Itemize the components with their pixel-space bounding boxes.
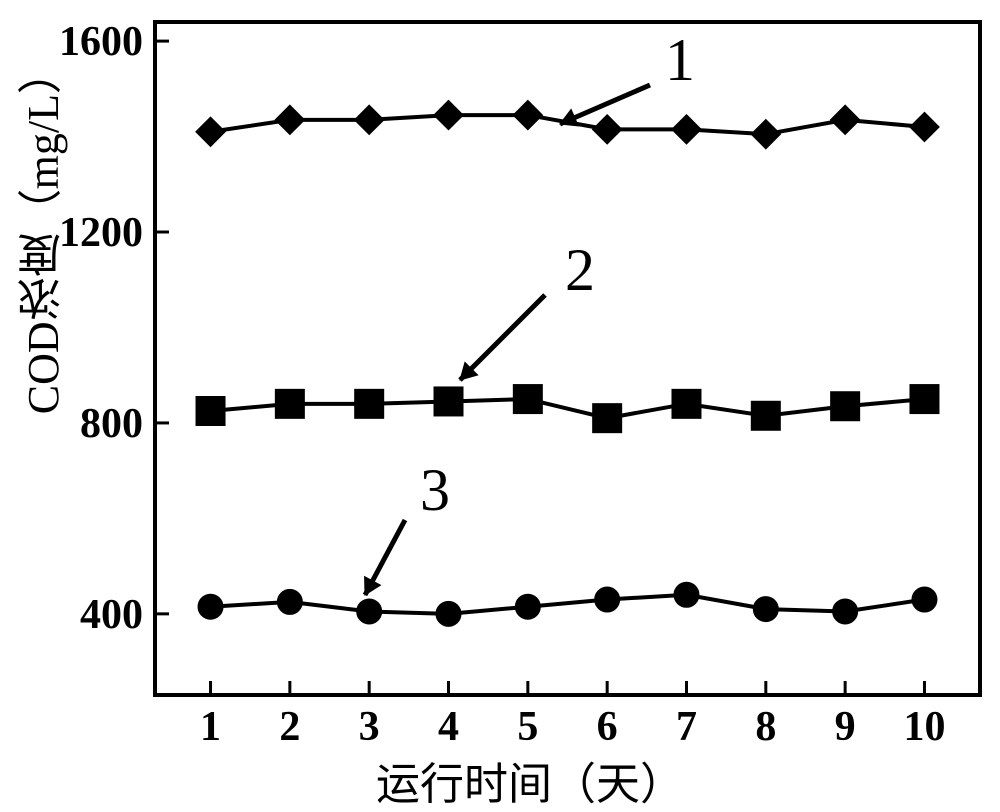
- circle-marker-icon: [833, 599, 857, 623]
- diamond-marker-icon: [435, 101, 463, 129]
- diamond-marker-icon: [355, 106, 383, 134]
- x-tick-label: 3: [359, 704, 380, 750]
- y-tick-label: 400: [80, 592, 143, 638]
- x-tick-label: 5: [517, 704, 538, 750]
- annotation-arrow: [460, 295, 545, 380]
- diamond-marker-icon: [672, 115, 700, 143]
- chart-svg: 1 2 3 4 5 6 7 8 9 10 400 800 1200 1600 1 2 3: [0, 0, 1000, 806]
- circle-marker-icon: [437, 602, 461, 626]
- square-marker-icon: [355, 390, 383, 418]
- circle-marker-icon: [357, 599, 381, 623]
- diamond-marker-icon: [514, 101, 542, 129]
- square-marker-icon: [197, 397, 225, 425]
- circle-marker-icon: [199, 595, 223, 619]
- annotation-label: 2: [565, 237, 595, 303]
- cod-chart: COD浓度（mg/L） 1234567891040080012001600123…: [0, 0, 1000, 806]
- circle-marker-icon: [595, 588, 619, 612]
- square-marker-icon: [672, 390, 700, 418]
- diamond-marker-icon: [831, 106, 859, 134]
- square-marker-icon: [435, 387, 463, 415]
- y-tick-label: 1600: [59, 19, 143, 65]
- square-marker-icon: [752, 402, 780, 430]
- y-tick-label: 800: [80, 401, 143, 447]
- circle-marker-icon: [754, 597, 778, 621]
- x-tick-label: 10: [903, 704, 945, 750]
- x-axis-title: 运行时间（天）: [100, 748, 960, 812]
- series-2-line: [211, 399, 925, 418]
- diamond-marker-icon: [752, 120, 780, 148]
- x-tick-label: 9: [835, 704, 856, 750]
- series-3-line: [211, 595, 925, 614]
- diamond-marker-icon: [593, 115, 621, 143]
- square-marker-icon: [831, 392, 859, 420]
- x-tick-label: 2: [279, 704, 300, 750]
- diamond-marker-icon: [910, 113, 938, 141]
- circle-marker-icon: [278, 590, 302, 614]
- diamond-marker-icon: [276, 106, 304, 134]
- square-marker-icon: [593, 404, 621, 432]
- annotation-label: 3: [420, 457, 450, 523]
- circle-marker-icon: [674, 583, 698, 607]
- y-tick-label: 1200: [59, 210, 143, 256]
- x-tick-label: 7: [676, 704, 697, 750]
- annotation-label: 1: [665, 27, 695, 93]
- diamond-marker-icon: [197, 118, 225, 146]
- x-tick-label: 1: [200, 704, 221, 750]
- circle-marker-icon: [912, 588, 936, 612]
- square-marker-icon: [514, 385, 542, 413]
- square-marker-icon: [276, 390, 304, 418]
- square-marker-icon: [910, 385, 938, 413]
- x-tick-label: 4: [438, 704, 459, 750]
- circle-marker-icon: [516, 595, 540, 619]
- x-tick-label: 6: [597, 704, 618, 750]
- x-tick-label: 8: [755, 704, 776, 750]
